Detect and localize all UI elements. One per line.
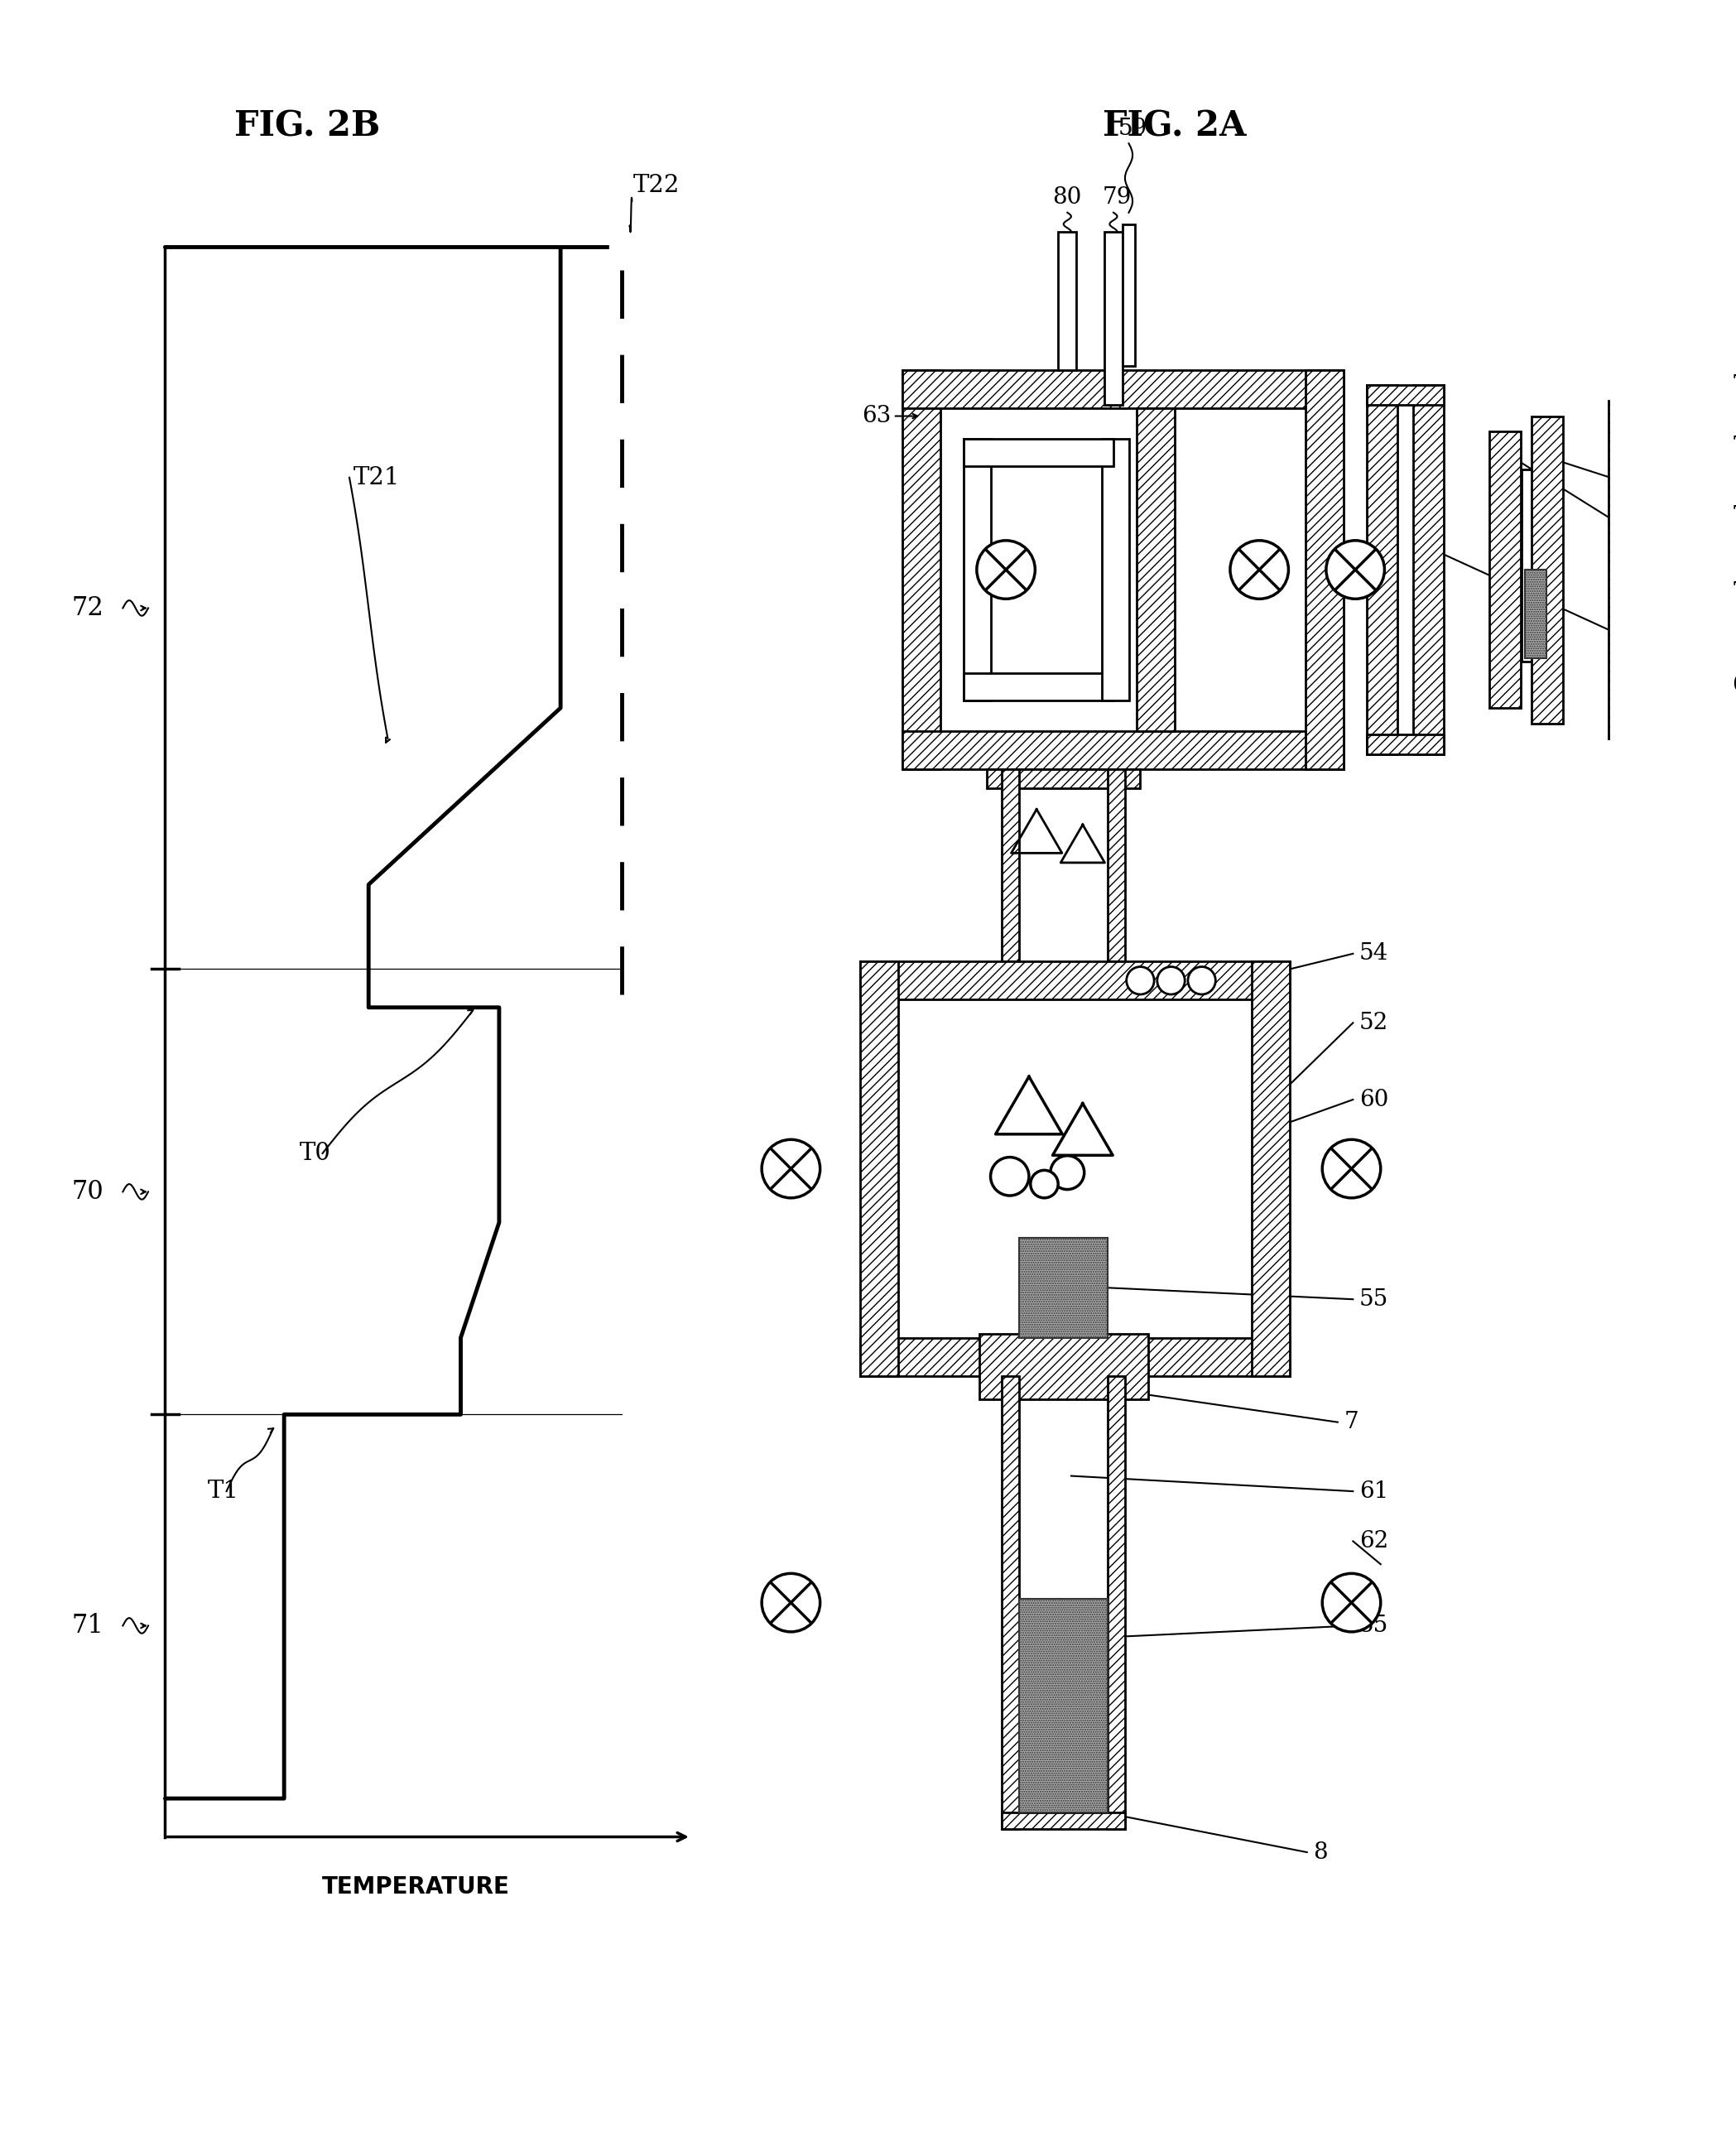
Bar <box>903 731 1344 769</box>
Text: 60: 60 <box>1359 1088 1389 1111</box>
Circle shape <box>1326 541 1385 598</box>
Text: 76: 76 <box>1731 581 1736 605</box>
Bar <box>859 962 899 1376</box>
Circle shape <box>991 1158 1029 1195</box>
Text: FIG. 2A: FIG. 2A <box>1102 109 1246 143</box>
Bar <box>1609 402 1639 739</box>
Bar <box>1002 1812 1125 1829</box>
Bar <box>1104 231 1123 404</box>
Text: FIG. 2B: FIG. 2B <box>234 109 380 143</box>
Bar <box>963 438 991 701</box>
Bar <box>1002 769 1019 962</box>
Bar <box>1019 1237 1108 1338</box>
Circle shape <box>762 1139 819 1199</box>
Circle shape <box>1187 966 1215 994</box>
Text: 63: 63 <box>861 404 891 427</box>
Bar <box>1019 1598 1108 1812</box>
Bar <box>1686 385 1717 754</box>
Text: 59: 59 <box>1118 118 1147 139</box>
Bar <box>1413 385 1444 754</box>
Bar <box>1366 385 1397 754</box>
Text: 55: 55 <box>1359 1289 1389 1310</box>
Text: 52: 52 <box>1359 1011 1389 1034</box>
Bar <box>1522 470 1550 662</box>
Text: 72: 72 <box>71 596 104 622</box>
Bar <box>1059 231 1076 370</box>
Text: T22: T22 <box>634 173 681 197</box>
Bar <box>1102 438 1128 701</box>
Bar <box>1123 224 1135 365</box>
Circle shape <box>1323 1139 1380 1199</box>
Bar <box>1366 735 1444 754</box>
Bar <box>1489 432 1521 707</box>
Circle shape <box>1231 541 1288 598</box>
Text: 78: 78 <box>1731 436 1736 457</box>
Text: 7: 7 <box>1344 1410 1359 1434</box>
Bar <box>1366 385 1444 404</box>
Circle shape <box>1323 1573 1380 1633</box>
Bar <box>1531 417 1562 722</box>
Bar <box>963 673 1113 701</box>
Text: 8: 8 <box>1312 1842 1328 1863</box>
Bar <box>859 1338 1290 1376</box>
Text: 74: 74 <box>1731 504 1736 528</box>
Circle shape <box>977 541 1035 598</box>
Circle shape <box>1158 966 1186 994</box>
Text: TEMPERATURE: TEMPERATURE <box>323 1876 510 1898</box>
Bar <box>1137 408 1175 731</box>
Text: T21: T21 <box>352 466 399 489</box>
Text: T0: T0 <box>300 1141 332 1165</box>
Text: 79: 79 <box>1102 186 1132 209</box>
Bar <box>1108 1376 1125 1829</box>
Text: 65: 65 <box>1731 673 1736 697</box>
Bar <box>1305 370 1344 769</box>
Bar <box>1108 769 1125 962</box>
Text: 71: 71 <box>71 1613 104 1639</box>
Text: 80: 80 <box>1052 186 1082 209</box>
Bar <box>1252 962 1290 1376</box>
Bar <box>986 769 1141 789</box>
Bar <box>903 370 1344 408</box>
Text: 77: 77 <box>1731 374 1736 397</box>
Text: 70: 70 <box>71 1180 104 1205</box>
Text: 55: 55 <box>1359 1613 1389 1637</box>
Bar <box>1524 571 1547 658</box>
Text: 62: 62 <box>1359 1530 1389 1551</box>
Circle shape <box>1050 1156 1085 1190</box>
Bar <box>963 438 1113 466</box>
Bar <box>859 962 1290 1000</box>
Text: 61: 61 <box>1359 1481 1389 1502</box>
Bar <box>1002 1376 1019 1829</box>
Text: 54: 54 <box>1359 942 1389 966</box>
Bar <box>979 1333 1147 1400</box>
Text: T1: T1 <box>207 1479 238 1502</box>
Circle shape <box>1127 966 1154 994</box>
Bar <box>903 370 941 769</box>
Circle shape <box>762 1573 819 1633</box>
Circle shape <box>1031 1171 1059 1199</box>
